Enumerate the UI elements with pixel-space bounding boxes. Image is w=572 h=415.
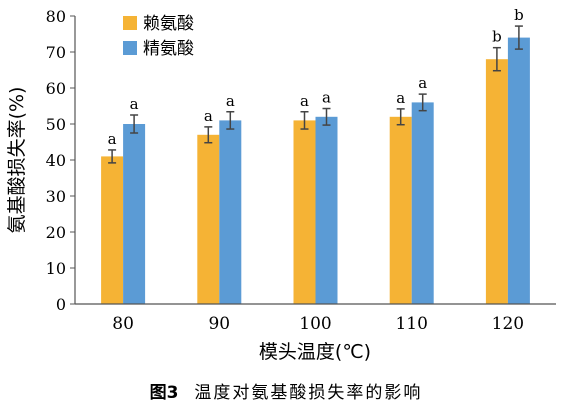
y-tick-label: 40 <box>46 151 66 170</box>
y-tick-label: 70 <box>46 43 66 62</box>
y-tick-label: 80 <box>46 7 66 26</box>
bar <box>293 120 316 305</box>
bar <box>123 124 146 304</box>
x-tick-label: 120 <box>492 314 524 334</box>
figure-caption-text: 温度对氨基酸损失率的影响 <box>194 383 423 403</box>
significance-label: b <box>514 6 524 24</box>
legend-label: 赖氨酸 <box>143 14 194 34</box>
y-tick-label: 20 <box>46 223 66 242</box>
bar <box>389 116 412 304</box>
y-tick-label: 10 <box>46 259 66 278</box>
significance-label: a <box>300 92 309 110</box>
x-tick-label: 80 <box>112 314 134 334</box>
bar <box>197 134 220 304</box>
bar <box>485 59 508 305</box>
significance-label: a <box>226 92 235 110</box>
bar <box>219 120 242 305</box>
y-tick-label: 50 <box>46 115 66 134</box>
significance-label: b <box>492 28 502 46</box>
figure-caption: 图3 温度对氨基酸损失率的影响 <box>0 378 572 403</box>
significance-label: a <box>396 89 405 107</box>
significance-label: a <box>418 74 427 92</box>
significance-label: a <box>322 89 331 107</box>
legend-swatch <box>123 41 137 55</box>
y-tick-label: 0 <box>56 295 66 314</box>
bar <box>507 37 530 304</box>
y-tick-label: 30 <box>46 187 66 206</box>
significance-label: a <box>130 95 139 113</box>
x-tick-label: 90 <box>208 314 230 334</box>
figure-number: 图3 <box>149 383 179 403</box>
significance-label: a <box>108 130 117 148</box>
legend-swatch <box>123 16 137 30</box>
legend-label: 精氨酸 <box>143 39 194 59</box>
x-axis-title: 模头温度(℃) <box>259 341 371 363</box>
bar <box>411 102 434 305</box>
x-tick-label: 110 <box>395 314 427 334</box>
y-axis-title: 氨基酸损失率(%) <box>6 87 28 234</box>
significance-label: a <box>204 107 213 125</box>
bar <box>315 116 338 304</box>
bar <box>101 156 124 304</box>
x-tick-label: 100 <box>299 314 331 334</box>
y-tick-label: 60 <box>46 79 66 98</box>
